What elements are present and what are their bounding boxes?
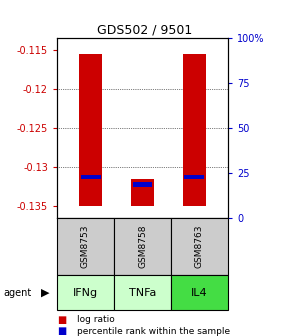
Bar [81,175,101,179]
Text: GSM8763: GSM8763 [195,225,204,268]
Bar [79,54,102,206]
Text: IL4: IL4 [191,288,208,297]
Text: ■: ■ [57,315,66,325]
Bar [133,182,153,187]
Text: agent: agent [3,288,31,297]
Text: TNFa: TNFa [129,288,156,297]
Text: GSM8758: GSM8758 [138,225,147,268]
Text: percentile rank within the sample: percentile rank within the sample [77,327,231,336]
Text: ■: ■ [57,326,66,336]
Bar [184,175,204,179]
Text: GSM8753: GSM8753 [81,225,90,268]
Text: IFNg: IFNg [73,288,98,297]
Bar [131,179,154,206]
Bar [183,54,206,206]
Text: log ratio: log ratio [77,316,115,325]
Text: GDS502 / 9501: GDS502 / 9501 [97,23,193,36]
Text: ▶: ▶ [41,288,49,297]
